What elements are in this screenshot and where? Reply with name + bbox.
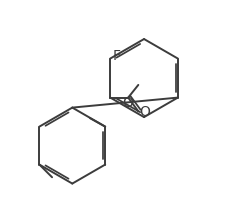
Text: O: O: [139, 105, 150, 119]
Text: O: O: [123, 96, 133, 110]
Text: F: F: [113, 49, 121, 63]
